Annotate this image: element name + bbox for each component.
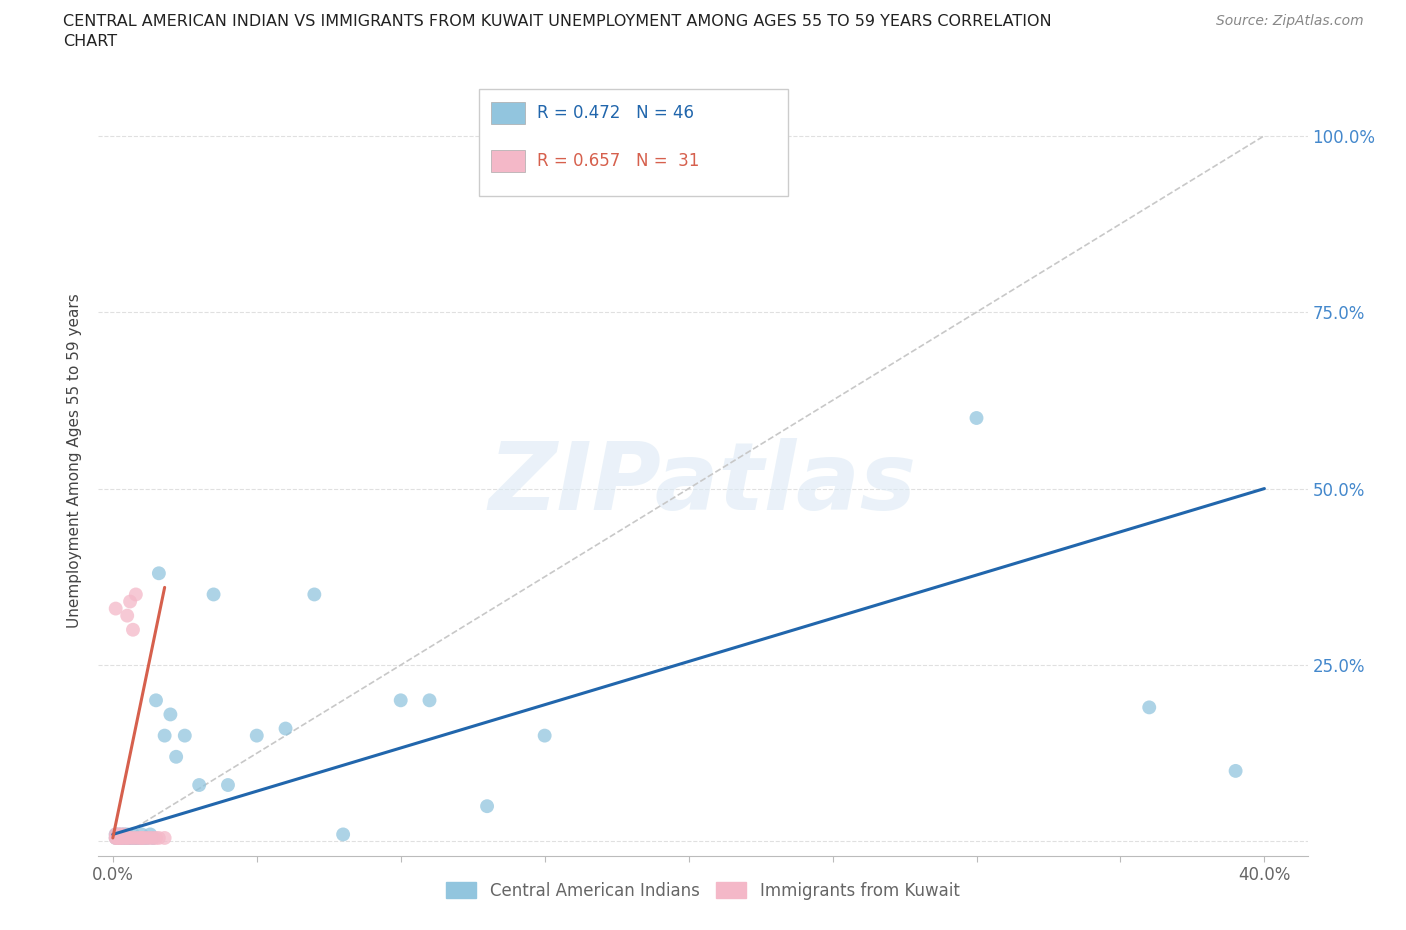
Point	[142, 830, 165, 845]
Point	[115, 830, 138, 845]
Point	[122, 827, 145, 842]
Point	[110, 830, 132, 845]
Point	[110, 830, 132, 845]
Point	[125, 830, 148, 845]
Point	[131, 830, 153, 845]
Point	[110, 830, 132, 845]
Point	[139, 830, 162, 845]
Point	[165, 750, 187, 764]
Point	[134, 830, 156, 845]
Point	[125, 830, 148, 845]
Point	[104, 830, 127, 845]
Point	[131, 827, 153, 842]
Point	[136, 830, 159, 845]
Point	[122, 830, 145, 845]
Point	[112, 830, 135, 845]
Point	[148, 565, 170, 580]
Point	[274, 721, 297, 736]
Point	[120, 830, 142, 845]
Point	[153, 830, 176, 845]
Point	[966, 410, 988, 425]
Point	[110, 827, 132, 842]
Point	[418, 693, 440, 708]
Point	[125, 587, 148, 602]
Point	[145, 693, 167, 708]
Point	[104, 601, 127, 616]
Point	[136, 830, 159, 845]
Point	[173, 728, 195, 743]
Point	[125, 830, 148, 845]
Point	[1137, 700, 1160, 715]
Point	[107, 830, 129, 845]
Text: Source: ZipAtlas.com: Source: ZipAtlas.com	[1216, 14, 1364, 28]
Point	[115, 608, 138, 623]
Text: CENTRAL AMERICAN INDIAN VS IMMIGRANTS FROM KUWAIT UNEMPLOYMENT AMONG AGES 55 TO : CENTRAL AMERICAN INDIAN VS IMMIGRANTS FR…	[63, 14, 1052, 29]
Point	[217, 777, 239, 792]
Point	[115, 830, 138, 845]
Point	[122, 622, 145, 637]
Point	[120, 594, 142, 609]
Point	[188, 777, 211, 792]
Point	[304, 587, 326, 602]
Point	[131, 830, 153, 845]
Point	[153, 728, 176, 743]
Point	[128, 830, 150, 845]
Point	[104, 830, 127, 845]
Point	[246, 728, 269, 743]
Legend: Central American Indians, Immigrants from Kuwait: Central American Indians, Immigrants fro…	[440, 875, 966, 907]
Point	[107, 827, 129, 842]
Text: R = 0.472   N = 46: R = 0.472 N = 46	[537, 104, 695, 123]
Point	[110, 830, 132, 845]
Point	[110, 827, 132, 842]
Point	[139, 827, 162, 842]
Point	[104, 830, 127, 845]
Point	[120, 830, 142, 845]
Text: R = 0.657   N =  31: R = 0.657 N = 31	[537, 152, 700, 170]
Bar	[492, 102, 526, 125]
Point	[104, 827, 127, 842]
Point	[389, 693, 412, 708]
Point	[128, 830, 150, 845]
Point	[148, 830, 170, 845]
Point	[120, 830, 142, 845]
Point	[332, 827, 354, 842]
Point	[112, 827, 135, 842]
Point	[134, 830, 156, 845]
Point	[115, 827, 138, 842]
Point	[145, 830, 167, 845]
Text: ZIPatlas: ZIPatlas	[489, 438, 917, 530]
Point	[107, 830, 129, 845]
Text: CHART: CHART	[63, 34, 117, 49]
Point	[131, 830, 153, 845]
Point	[112, 827, 135, 842]
Point	[107, 830, 129, 845]
Point	[142, 830, 165, 845]
Y-axis label: Unemployment Among Ages 55 to 59 years: Unemployment Among Ages 55 to 59 years	[67, 293, 83, 628]
Point	[115, 830, 138, 845]
FancyBboxPatch shape	[479, 89, 787, 195]
Point	[104, 827, 127, 842]
Point	[1225, 764, 1247, 778]
Point	[112, 830, 135, 845]
Point	[763, 128, 786, 143]
Bar	[492, 150, 526, 172]
Point	[475, 799, 498, 814]
Point	[533, 728, 555, 743]
Point	[107, 827, 129, 842]
Point	[122, 830, 145, 845]
Point	[115, 830, 138, 845]
Point	[159, 707, 181, 722]
Point	[202, 587, 225, 602]
